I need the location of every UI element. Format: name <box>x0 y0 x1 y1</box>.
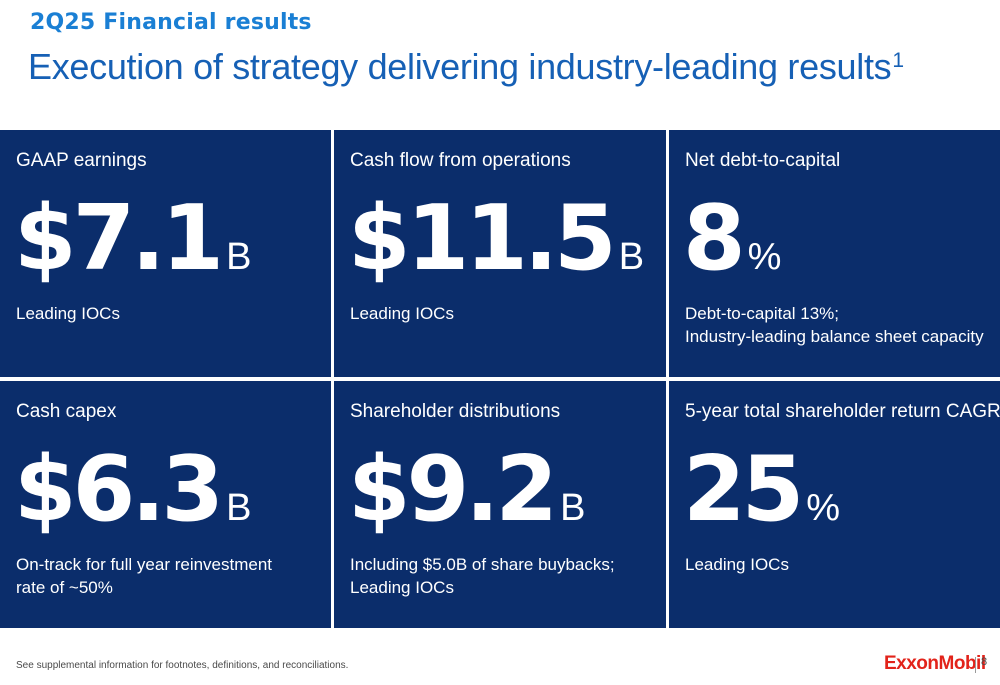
footnote-marker: 1 <box>892 49 904 72</box>
metric-value: $9.2 B <box>348 445 585 535</box>
metric-unit: % <box>806 487 841 529</box>
metric-number: 8 <box>683 186 746 291</box>
page-number-divider <box>975 657 976 673</box>
metric-tile-cash-flow-from-operations: Cash flow from operations $11.5 B Leading… <box>334 130 666 377</box>
metric-number: 25 <box>683 437 804 542</box>
metric-description: Including $5.0B of share buybacks; Leadin… <box>350 553 615 599</box>
metric-unit: B <box>618 236 645 278</box>
metric-tile-cash-capex: Cash capex $6.3 B On-track for full year … <box>0 381 331 628</box>
metric-description: Leading IOCs <box>350 302 454 325</box>
page-title: Execution of strategy delivering industr… <box>28 46 904 88</box>
metric-description-line: Debt-to-capital 13%; <box>685 304 840 323</box>
metric-value: 8% <box>683 194 781 284</box>
metric-number: $7.1 <box>14 186 224 291</box>
metric-label: Net debt-to-capital <box>685 150 841 171</box>
metrics-grid: GAAP earnings $7.1 B Leading IOCs Cash fl… <box>0 130 1000 628</box>
metric-description-line: On-track for full year reinvestment <box>16 555 273 574</box>
metric-unit: B <box>226 236 252 278</box>
metric-tile-shareholder-distributions: Shareholder distributions $9.2 B Includin… <box>334 381 666 628</box>
metric-unit: B <box>226 487 252 529</box>
metric-description: Leading IOCs <box>685 553 789 576</box>
page-title-text: Execution of strategy delivering industr… <box>28 46 892 87</box>
metric-unit: % <box>747 236 782 278</box>
metric-description-line: Including $5.0B of share buybacks; <box>350 555 615 574</box>
metric-description-line: rate of ~50% <box>16 578 113 597</box>
metric-description: Leading IOCs <box>16 302 120 325</box>
metric-label: GAAP earnings <box>16 150 147 171</box>
metric-description-line: Leading IOCs <box>350 304 454 323</box>
metric-label: Cash capex <box>16 401 117 422</box>
metric-tile-net-debt-to-capital: Net debt-to-capital 8% Debt-to-capital 1… <box>669 130 1000 377</box>
metric-value: 25% <box>683 445 840 535</box>
metric-description-line: Leading IOCs <box>16 304 120 323</box>
metric-number: $6.3 <box>14 437 224 542</box>
metric-description-line: Leading IOCs <box>685 555 789 574</box>
metric-description: On-track for full year reinvestment rate … <box>16 553 272 599</box>
metric-label: Cash flow from operations <box>350 150 571 171</box>
metric-value: $6.3 B <box>14 445 251 535</box>
metric-value: $11.5 B <box>348 194 644 284</box>
section-title: 2Q25 Financial results <box>30 10 312 35</box>
metric-number: $11.5 <box>348 186 617 291</box>
footnote-text: See supplemental information for footnot… <box>16 660 349 671</box>
metric-description-line: Industry-leading balance sheet capacity <box>685 327 984 346</box>
metric-description-line: Leading IOCs <box>350 578 454 597</box>
metric-tile-tsr-cagr: 5-year total shareholder return CAGR 25%… <box>669 381 1000 628</box>
page-number: 8 <box>981 656 988 668</box>
metric-label: Shareholder distributions <box>350 401 561 422</box>
exxonmobil-logo: ExxonMobil <box>884 653 986 674</box>
metric-unit: B <box>560 487 586 529</box>
metric-description: Debt-to-capital 13%; Industry-leading bal… <box>685 302 984 348</box>
metric-value: $7.1 B <box>14 194 251 284</box>
metric-label: 5-year total shareholder return CAGR <box>685 401 1000 422</box>
metric-tile-gaap-earnings: GAAP earnings $7.1 B Leading IOCs <box>0 130 331 377</box>
metric-number: $9.2 <box>348 437 558 542</box>
